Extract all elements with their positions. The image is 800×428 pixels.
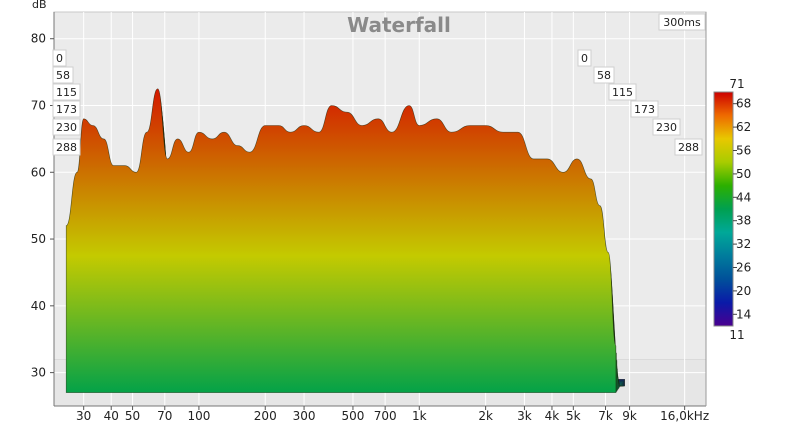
color-bar: 71 11 68 62 56 50 44 38 32 26 20 14	[713, 77, 751, 342]
color-bar-tick-label: 20	[736, 284, 751, 298]
y-tick-label: 40	[31, 299, 46, 313]
time-tick-box	[630, 100, 659, 118]
time-tick-box	[52, 66, 74, 84]
x-tick-label: 700	[374, 409, 397, 423]
x-tick-label: 100	[187, 409, 210, 423]
x-tick-label: 40	[104, 409, 119, 423]
color-bar-tick-label: 44	[736, 190, 751, 204]
time-tick-left: 288	[56, 141, 77, 154]
time-tick-left: 173	[56, 103, 77, 116]
time-ticks-left: 0 58 115 173 230 288	[52, 49, 81, 156]
color-bar-ticks: 68 62 56 50 44 38 32 26 20 14	[733, 97, 751, 321]
time-tick-left: 0	[56, 52, 63, 65]
time-tick-right: 0	[581, 52, 588, 65]
x-tick-label: 70	[157, 409, 172, 423]
color-bar-tick-label: 62	[736, 120, 751, 134]
color-bar-tick-label: 14	[736, 307, 751, 321]
time-tick-box	[52, 49, 67, 67]
y-tick-label: 30	[31, 366, 46, 380]
time-tick-right: 230	[656, 121, 677, 134]
x-tick-label: 1k	[412, 409, 427, 423]
x-tick-label: 16,0kHz	[660, 409, 709, 423]
color-bar-gradient	[713, 91, 734, 327]
x-tick-label: 5k	[566, 409, 581, 423]
time-tick-box	[52, 118, 81, 136]
color-bar-tick-label: 56	[736, 144, 751, 158]
x-tick-label: 50	[125, 409, 140, 423]
color-bar-min: 11	[729, 328, 744, 342]
x-tick-label: 7k	[598, 409, 613, 423]
time-tick-left: 230	[56, 121, 77, 134]
time-tick-box	[652, 118, 681, 136]
x-tick-label: 500	[341, 409, 364, 423]
x-axis-ticks: 30 40 50 70 100 200 300 500 700 1k 2k 3k 4k 5k 7k 9k 16,…	[76, 406, 709, 423]
y-axis-ticks: 80 70 60 50 40 30	[31, 32, 54, 380]
x-tick-label: 9k	[622, 409, 637, 423]
time-tick-right: 173	[634, 103, 655, 116]
color-bar-tick-label: 68	[736, 97, 751, 111]
x-tick-label: 300	[293, 409, 316, 423]
x-tick-label: 2k	[478, 409, 493, 423]
time-tick-left: 115	[56, 86, 77, 99]
x-tick-label: 30	[76, 409, 91, 423]
time-tick-box	[52, 100, 81, 118]
x-tick-label: 4k	[545, 409, 560, 423]
color-bar-tick-label: 26	[736, 261, 751, 275]
color-bar-tick-label: 32	[736, 237, 751, 251]
time-tick-box	[593, 66, 615, 84]
y-tick-label: 50	[31, 232, 46, 246]
waterfall-slice	[65, 88, 617, 393]
time-tick-box	[577, 49, 592, 67]
time-tick-box	[608, 83, 637, 101]
y-axis-label: dB	[32, 0, 47, 11]
x-tick-label: 200	[254, 409, 277, 423]
waterfall-slices	[65, 88, 625, 393]
time-tick-box	[52, 138, 81, 156]
color-bar-tick-label: 50	[736, 167, 751, 181]
time-tick-box	[674, 138, 703, 156]
time-tick-left: 58	[56, 69, 70, 82]
y-tick-label: 80	[31, 32, 46, 46]
time-tick-box	[52, 83, 81, 101]
time-tick-right: 288	[678, 141, 699, 154]
color-bar-tick-label: 38	[736, 214, 751, 228]
time-tick-right: 115	[612, 86, 633, 99]
y-tick-label: 60	[31, 165, 46, 179]
x-tick-label: 3k	[517, 409, 532, 423]
y-tick-label: 70	[31, 98, 46, 112]
time-tick-right: 58	[597, 69, 611, 82]
chart-title: Waterfall	[347, 13, 451, 37]
time-range-box	[658, 13, 706, 31]
time-range-label: 300ms	[663, 16, 701, 29]
color-bar-max: 71	[729, 77, 744, 91]
